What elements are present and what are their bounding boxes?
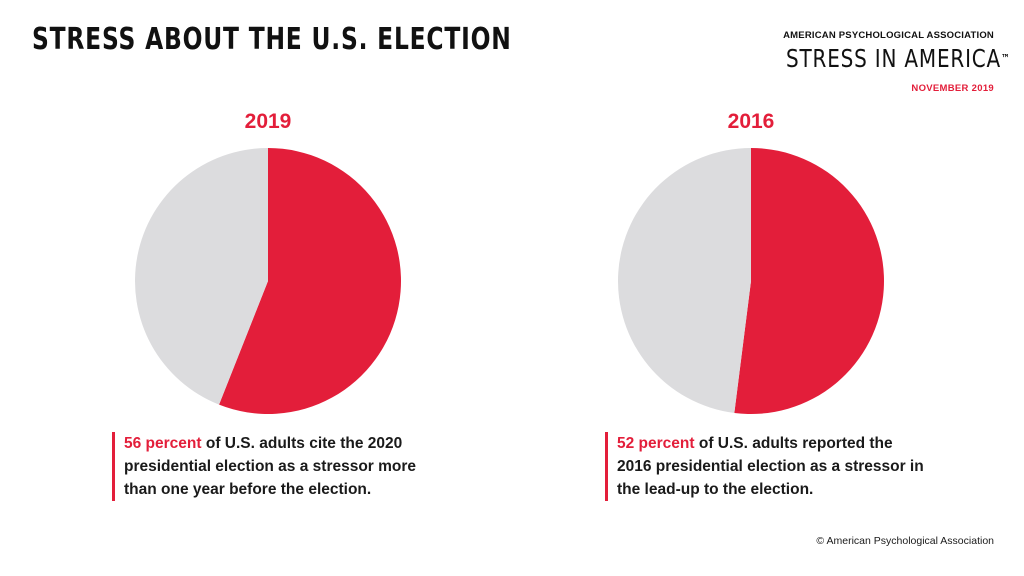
caption-2016-highlight: 52 percent bbox=[617, 435, 695, 452]
trademark-mark: ™ bbox=[1001, 52, 1011, 65]
copyright-notice: © American Psychological Association bbox=[816, 535, 994, 547]
org-name: AMERICAN PSYCHOLOGICAL ASSOCIATION bbox=[783, 30, 994, 41]
caption-2016: 52 percent of U.S. adults reported the 2… bbox=[605, 432, 927, 501]
brand-name: STRESS IN AMERICA™ bbox=[786, 45, 1010, 73]
caption-2019-text: of U.S. adults cite the 2020 presidentia… bbox=[124, 435, 417, 498]
brand-title: STRESS IN AMERICA bbox=[786, 44, 1002, 73]
page-title: STRESS ABOUT THE U.S. ELECTION bbox=[32, 22, 512, 57]
caption-2016-text: of U.S. adults reported the 2016 preside… bbox=[617, 435, 924, 498]
pie-chart-2019 bbox=[134, 148, 401, 414]
pie-chart-2016 bbox=[617, 148, 884, 414]
brand-block: AMERICAN PSYCHOLOGICAL ASSOCIATION STRES… bbox=[734, 30, 1010, 94]
pie-slice-primary bbox=[734, 148, 884, 414]
pie-slice-primary bbox=[219, 148, 401, 414]
caption-2019-highlight: 56 percent bbox=[124, 435, 202, 452]
pie-slice-remainder bbox=[617, 148, 751, 413]
caption-2019: 56 percent of U.S. adults cite the 2020 … bbox=[112, 432, 434, 501]
chart-2016-title: 2016 bbox=[727, 110, 775, 133]
chart-2019-title: 2019 bbox=[244, 110, 292, 133]
report-date: NOVEMBER 2019 bbox=[911, 83, 994, 94]
pie-slice-remainder bbox=[134, 148, 268, 405]
